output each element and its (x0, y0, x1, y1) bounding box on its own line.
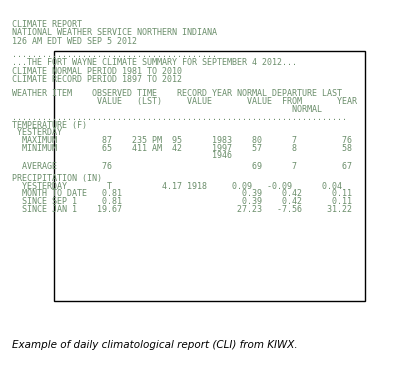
Text: YESTERDAY        T          4.17 1918     0.09   -0.09      0.04: YESTERDAY T 4.17 1918 0.09 -0.09 0.04 (12, 182, 342, 191)
Text: WEATHER ITEM    OBSERVED TIME    RECORD YEAR NORMAL DEPARTURE LAST: WEATHER ITEM OBSERVED TIME RECORD YEAR N… (12, 89, 342, 98)
Text: NORMAL: NORMAL (12, 105, 321, 115)
Text: CLIMATE REPORT: CLIMATE REPORT (12, 20, 82, 29)
Text: NATIONAL WEATHER SERVICE NORTHERN INDIANA: NATIONAL WEATHER SERVICE NORTHERN INDIAN… (12, 28, 217, 38)
Text: ...THE FORT WAYNE CLIMATE SUMMARY FOR SEPTEMBER 4 2012...: ...THE FORT WAYNE CLIMATE SUMMARY FOR SE… (12, 58, 297, 68)
Text: AVERAGE         76                            69      7         67: AVERAGE 76 69 7 67 (12, 162, 351, 171)
Text: 1946: 1946 (12, 151, 232, 161)
Text: .........................................: ........................................… (12, 50, 217, 59)
Text: CLIMATE NORMAL PERIOD 1981 TO 2010: CLIMATE NORMAL PERIOD 1981 TO 2010 (12, 67, 182, 76)
Text: MONTH TO DATE   0.81                        0.39    0.42      0.11: MONTH TO DATE 0.81 0.39 0.42 0.11 (12, 189, 351, 199)
Text: VALUE   (LST)     VALUE       VALUE  FROM       YEAR: VALUE (LST) VALUE VALUE FROM YEAR (12, 97, 356, 106)
Text: ...................................................................: ........................................… (12, 113, 346, 122)
Text: Example of daily climatological report (CLI) from KIWX.: Example of daily climatological report (… (12, 341, 297, 350)
Text: MAXIMUM         87    235 PM  95      1983    80      7         76: MAXIMUM 87 235 PM 95 1983 80 7 76 (12, 136, 351, 145)
Text: 126 AM EDT WED SEP 5 2012: 126 AM EDT WED SEP 5 2012 (12, 37, 137, 46)
Text: SINCE SEP 1     0.81                        0.39    0.42      0.11: SINCE SEP 1 0.81 0.39 0.42 0.11 (12, 197, 351, 206)
Text: CLIMATE RECORD PERIOD 1897 TO 2012: CLIMATE RECORD PERIOD 1897 TO 2012 (12, 75, 182, 84)
Text: MINIMUM         65    411 AM  42      1997    57      8         58: MINIMUM 65 411 AM 42 1997 57 8 58 (12, 144, 351, 153)
Text: SINCE JAN 1    19.67                       27.23   -7.56     31.22: SINCE JAN 1 19.67 27.23 -7.56 31.22 (12, 205, 351, 214)
Text: TEMPERATURE (F): TEMPERATURE (F) (12, 121, 87, 130)
FancyBboxPatch shape (54, 51, 364, 301)
Text: YESTERDAY: YESTERDAY (12, 128, 62, 138)
Text: PRECIPITATION (IN): PRECIPITATION (IN) (12, 174, 102, 183)
